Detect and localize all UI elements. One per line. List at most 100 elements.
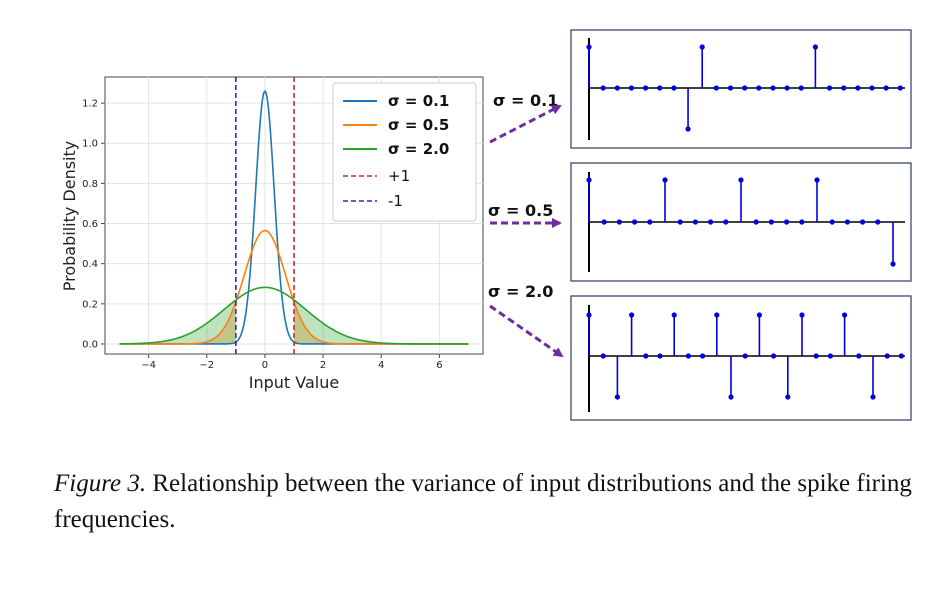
stem-marker [714, 312, 720, 318]
stem-marker [756, 312, 763, 318]
y-tick-label: 0.0 [82, 339, 98, 350]
distribution-chart: −4 −2 0 2 4 6 0.0 0.2 0.4 0.6 0.8 1.0 1.2 Input Valu… [60, 76, 484, 392]
stem-marker [600, 353, 606, 359]
legend-label-plus1: +1 [388, 167, 410, 185]
stem-marker [586, 312, 592, 318]
stem-panel-border [570, 295, 912, 421]
stem-marker [768, 219, 775, 225]
stem-panel-2-0 [570, 295, 912, 421]
stem-marker [875, 219, 881, 225]
y-tick-label: 0.8 [82, 179, 98, 190]
y-axis-label: Probability Density [60, 141, 79, 292]
stem-marker [685, 126, 691, 132]
stem-marker [860, 219, 866, 225]
x-tick-label: −4 [141, 360, 156, 371]
legend-label-minus1: -1 [388, 192, 403, 210]
stem-marker [770, 85, 776, 91]
x-tick-label: 2 [320, 360, 326, 371]
stem-marker [799, 312, 805, 318]
stems-0-5 [586, 172, 905, 272]
stem-marker [692, 219, 699, 225]
stem-marker [723, 219, 729, 225]
stem-panel-0-1 [570, 29, 912, 149]
ticks: −4 −2 0 2 4 6 0.0 0.2 0.4 0.6 0.8 1.0 1.2 [82, 99, 442, 371]
stem-marker [643, 85, 649, 91]
x-axis-label: Input Value [249, 373, 339, 392]
stem-marker [898, 353, 905, 359]
stem-marker [629, 312, 635, 318]
stems-0-1 [586, 38, 905, 140]
stem-marker [785, 394, 791, 400]
x-tick-label: 0 [262, 360, 268, 371]
stem-marker [870, 394, 876, 400]
sigma-annotations: σ = 0.1 σ = 0.5 σ = 2.0 [488, 91, 564, 358]
y-tick-label: 0.6 [82, 219, 98, 230]
arrow-2-0 [489, 304, 564, 358]
stem-marker [829, 219, 835, 225]
stem-marker [784, 219, 790, 225]
legend-box [332, 82, 477, 222]
y-tick-label: 0.2 [82, 299, 98, 310]
stem-marker [738, 177, 744, 183]
stem-marker [632, 219, 638, 225]
stem-marker [890, 261, 896, 267]
sigma-label-0-5: σ = 0.5 [488, 201, 553, 220]
stem-panel-0-5 [570, 162, 912, 282]
caption-text: Relationship between the variance of inp… [54, 470, 912, 533]
stem-marker [855, 85, 861, 91]
stem-marker [844, 219, 851, 225]
stem-marker [601, 219, 607, 225]
stem-marker [643, 353, 649, 359]
stem-marker [657, 353, 663, 359]
figure-caption: Figure 3. Relationship between the varia… [54, 466, 924, 538]
stem-marker [814, 177, 820, 183]
y-tick-label: 1.0 [82, 139, 98, 150]
stem-marker [699, 44, 705, 50]
stem-marker [884, 353, 890, 359]
stem-marker [727, 85, 734, 91]
stem-marker [798, 85, 804, 91]
stem-marker [628, 85, 635, 91]
stem-marker [586, 44, 592, 50]
stem-marker [662, 177, 668, 183]
stem-marker [700, 353, 706, 359]
curve-series-2 [119, 286, 469, 345]
stem-marker [657, 85, 663, 91]
x-tick-label: −2 [199, 360, 214, 371]
stem-marker [827, 353, 834, 359]
x-tick-label: 6 [436, 360, 442, 371]
tail-fill-right [294, 301, 469, 344]
stem-marker [812, 44, 819, 50]
stem-marker [614, 85, 620, 91]
stem-marker [647, 219, 653, 225]
caption-label: Figure 3. [54, 470, 147, 497]
stem-marker [771, 353, 777, 359]
stem-marker [841, 85, 847, 91]
stem-marker [813, 353, 819, 359]
stem-marker [616, 219, 623, 225]
stem-marker [614, 394, 621, 400]
stem-marker [685, 353, 692, 359]
legend-label-s01: σ = 0.1 [388, 92, 449, 110]
stem-panel-border [570, 29, 912, 149]
stems-2-0 [586, 305, 905, 412]
stem-marker [713, 85, 719, 91]
stem-marker [671, 85, 677, 91]
legend: σ = 0.1 σ = 0.5 σ = 2.0 +1 -1 [332, 82, 477, 222]
stem-marker [671, 312, 677, 318]
stem-marker [869, 85, 875, 91]
legend-label-s05: σ = 0.5 [388, 116, 449, 134]
sigma-label-2-0: σ = 2.0 [488, 282, 553, 301]
stem-marker [784, 85, 790, 91]
x-tick-label: 4 [378, 360, 384, 371]
stem-marker [883, 85, 889, 91]
figure: −4 −2 0 2 4 6 0.0 0.2 0.4 0.6 0.8 1.0 1.2 Input Valu… [60, 29, 912, 421]
y-tick-label: 1.2 [82, 99, 98, 110]
stem-marker [753, 219, 759, 225]
tail-fill-left [119, 301, 236, 344]
tail-fill-left [119, 299, 236, 344]
arrow-0-1 [489, 104, 562, 144]
legend-label-s20: σ = 2.0 [388, 140, 449, 158]
stem-marker [856, 353, 862, 359]
stem-marker [728, 394, 734, 400]
